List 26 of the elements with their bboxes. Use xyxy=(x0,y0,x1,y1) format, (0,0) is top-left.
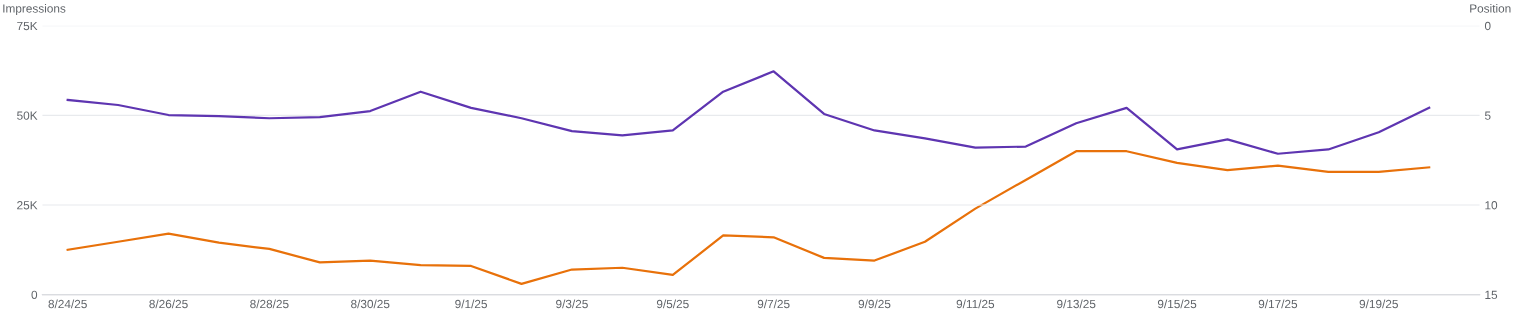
line-series xyxy=(66,150,1431,285)
y-tick-label: 25K xyxy=(17,201,38,210)
x-tick-label: 9/11/25 xyxy=(956,299,995,309)
y2-tick-label: 10 xyxy=(1485,201,1498,210)
y2-tick-label: 5 xyxy=(1484,111,1491,120)
y-tick-label: 0 xyxy=(31,290,38,300)
y-tick-label: 75K xyxy=(17,21,38,31)
x-tick-label: 9/13/25 xyxy=(1057,299,1096,309)
x-tick-label: 9/1/25 xyxy=(455,299,487,309)
x-tick-label: 8/26/25 xyxy=(149,299,188,309)
y2-axis-title: Position xyxy=(1470,4,1511,13)
y-axis-title: Impressions xyxy=(3,4,66,16)
x-tick-label: 8/30/25 xyxy=(351,299,390,309)
y-tick-label: 50K xyxy=(17,111,38,120)
x-tick-label: 9/9/25 xyxy=(858,299,891,309)
x-tick-label: 9/7/25 xyxy=(757,299,790,309)
x-tick-label: 9/15/25 xyxy=(1157,299,1197,309)
line-series xyxy=(66,70,1431,155)
x-tick-label: 8/24/25 xyxy=(48,299,87,309)
x-tick-label: 8/28/25 xyxy=(250,299,289,309)
y2-tick-label: 0 xyxy=(1484,21,1491,31)
y2-tick-label: 15 xyxy=(1485,290,1498,300)
x-tick-label: 9/17/25 xyxy=(1258,299,1298,309)
x-tick-label: 9/3/25 xyxy=(556,299,588,309)
x-tick-label: 9/19/25 xyxy=(1359,299,1398,309)
x-tick-label: 9/5/25 xyxy=(656,299,689,309)
